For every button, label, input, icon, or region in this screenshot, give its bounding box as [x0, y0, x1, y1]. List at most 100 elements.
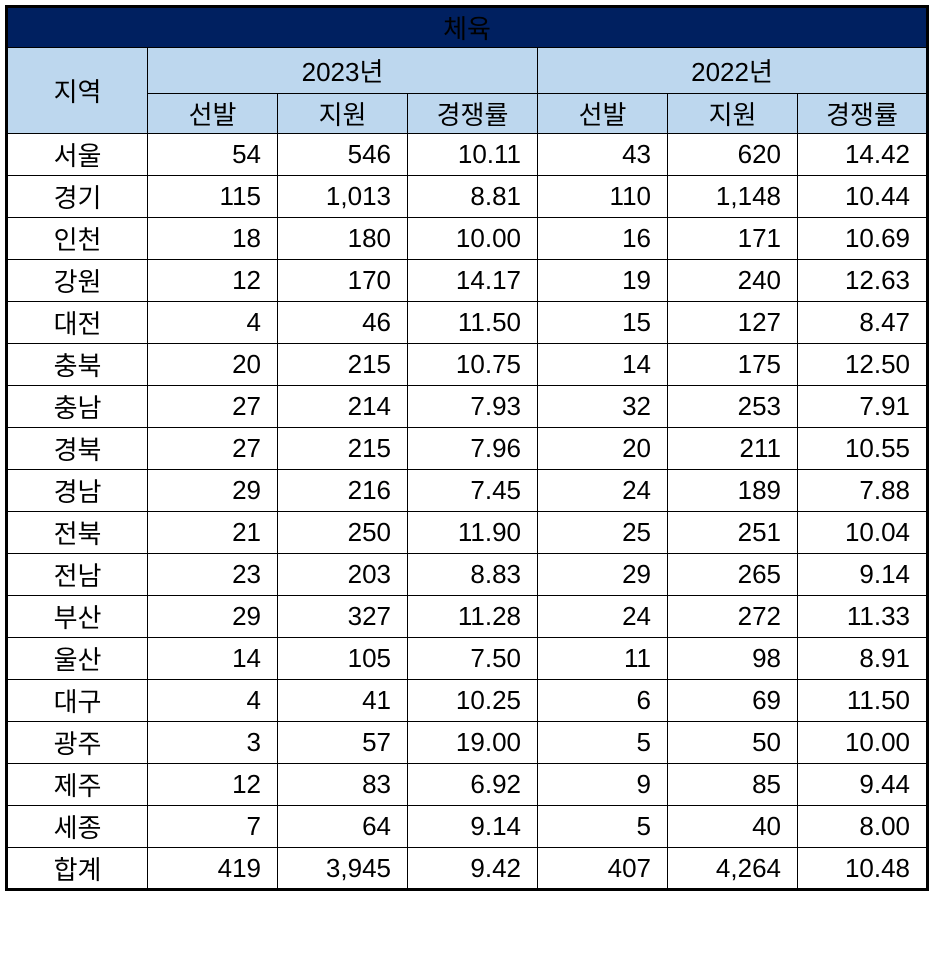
value-cell: 85 — [667, 763, 798, 806]
table-row: 합계 419 3,945 9.42 407 4,264 10.48 — [6, 847, 929, 890]
table-title: 체육 — [5, 6, 929, 48]
value-cell: 189 — [667, 469, 798, 512]
value-cell: 253 — [667, 385, 798, 428]
value-cell: 240 — [667, 259, 798, 302]
year-2023-header: 2023년 — [147, 47, 538, 94]
value-cell: 12.63 — [796, 259, 929, 302]
value-cell: 265 — [667, 553, 798, 596]
value-cell: 7.96 — [407, 427, 538, 470]
title-row: 체육 — [5, 6, 929, 48]
value-cell: 215 — [277, 343, 408, 386]
value-cell: 16 — [537, 217, 668, 260]
table-body: 서울 54 546 10.11 43 620 14.42 경기 115 1,01… — [6, 133, 929, 890]
value-cell: 9.14 — [407, 805, 538, 848]
value-cell: 10.48 — [796, 847, 929, 890]
table-row: 제주 12 83 6.92 9 85 9.44 — [6, 763, 929, 806]
region-cell: 충북 — [6, 343, 148, 386]
value-cell: 20 — [147, 343, 278, 386]
value-cell: 14 — [147, 637, 278, 680]
table-row: 충북 20 215 10.75 14 175 12.50 — [6, 343, 929, 386]
region-cell: 경북 — [6, 427, 148, 470]
region-cell: 경남 — [6, 469, 148, 512]
value-cell: 11.28 — [407, 595, 538, 638]
value-cell: 11.50 — [796, 679, 929, 722]
value-cell: 171 — [667, 217, 798, 260]
table-row: 인천 18 180 10.00 16 171 10.69 — [6, 217, 929, 260]
value-cell: 546 — [277, 133, 408, 176]
value-cell: 10.55 — [796, 427, 929, 470]
value-cell: 43 — [537, 133, 668, 176]
value-cell: 10.04 — [796, 511, 929, 554]
value-cell: 8.81 — [407, 175, 538, 218]
value-cell: 54 — [147, 133, 278, 176]
region-cell: 부산 — [6, 595, 148, 638]
value-cell: 69 — [667, 679, 798, 722]
col-header-2023-selected: 선발 — [147, 93, 278, 134]
value-cell: 620 — [667, 133, 798, 176]
value-cell: 9.44 — [796, 763, 929, 806]
value-cell: 10.00 — [796, 721, 929, 764]
stats-table: 체육 지역 2023년 2022년 선발 지원 경쟁률 선발 지원 경쟁률 서울… — [5, 5, 930, 891]
value-cell: 50 — [667, 721, 798, 764]
value-cell: 12.50 — [796, 343, 929, 386]
table-row: 경북 27 215 7.96 20 211 10.55 — [6, 427, 929, 470]
value-cell: 29 — [537, 553, 668, 596]
value-cell: 211 — [667, 427, 798, 470]
table-row: 울산 14 105 7.50 11 98 8.91 — [6, 637, 929, 680]
value-cell: 4,264 — [667, 847, 798, 890]
value-cell: 251 — [667, 511, 798, 554]
value-cell: 9 — [537, 763, 668, 806]
value-cell: 10.75 — [407, 343, 538, 386]
value-cell: 21 — [147, 511, 278, 554]
value-cell: 29 — [147, 469, 278, 512]
value-cell: 1,148 — [667, 175, 798, 218]
value-cell: 419 — [147, 847, 278, 890]
region-cell: 합계 — [6, 847, 148, 890]
value-cell: 8.83 — [407, 553, 538, 596]
table-row: 전남 23 203 8.83 29 265 9.14 — [6, 553, 929, 596]
table-row: 경남 29 216 7.45 24 189 7.88 — [6, 469, 929, 512]
col-header-2022-ratio: 경쟁률 — [796, 93, 929, 134]
value-cell: 64 — [277, 805, 408, 848]
value-cell: 32 — [537, 385, 668, 428]
table-row: 전북 21 250 11.90 25 251 10.04 — [6, 511, 929, 554]
region-cell: 전남 — [6, 553, 148, 596]
value-cell: 10.25 — [407, 679, 538, 722]
value-cell: 20 — [537, 427, 668, 470]
value-cell: 18 — [147, 217, 278, 260]
region-cell: 강원 — [6, 259, 148, 302]
value-cell: 4 — [147, 679, 278, 722]
value-cell: 14.17 — [407, 259, 538, 302]
value-cell: 180 — [277, 217, 408, 260]
value-cell: 9.14 — [796, 553, 929, 596]
table-row: 서울 54 546 10.11 43 620 14.42 — [6, 133, 929, 176]
value-cell: 6.92 — [407, 763, 538, 806]
value-cell: 27 — [147, 385, 278, 428]
value-cell: 29 — [147, 595, 278, 638]
value-cell: 8.91 — [796, 637, 929, 680]
table-row: 대구 4 41 10.25 6 69 11.50 — [6, 679, 929, 722]
value-cell: 10.44 — [796, 175, 929, 218]
region-cell: 울산 — [6, 637, 148, 680]
table-row: 대전 4 46 11.50 15 127 8.47 — [6, 301, 929, 344]
value-cell: 7 — [147, 805, 278, 848]
table-row: 경기 115 1,013 8.81 110 1,148 10.44 — [6, 175, 929, 218]
year-2022-header: 2022년 — [536, 47, 929, 94]
value-cell: 8.00 — [796, 805, 929, 848]
region-cell: 서울 — [6, 133, 148, 176]
value-cell: 14.42 — [796, 133, 929, 176]
value-cell: 115 — [147, 175, 278, 218]
value-cell: 170 — [277, 259, 408, 302]
region-cell: 제주 — [6, 763, 148, 806]
table-row: 광주 3 57 19.00 5 50 10.00 — [6, 721, 929, 764]
value-cell: 110 — [537, 175, 668, 218]
region-cell: 광주 — [6, 721, 148, 764]
region-cell: 충남 — [6, 385, 148, 428]
value-cell: 41 — [277, 679, 408, 722]
region-cell: 경기 — [6, 175, 148, 218]
value-cell: 3 — [147, 721, 278, 764]
region-column-header: 지역 — [6, 47, 148, 134]
value-cell: 327 — [277, 595, 408, 638]
value-cell: 23 — [147, 553, 278, 596]
value-cell: 216 — [277, 469, 408, 512]
